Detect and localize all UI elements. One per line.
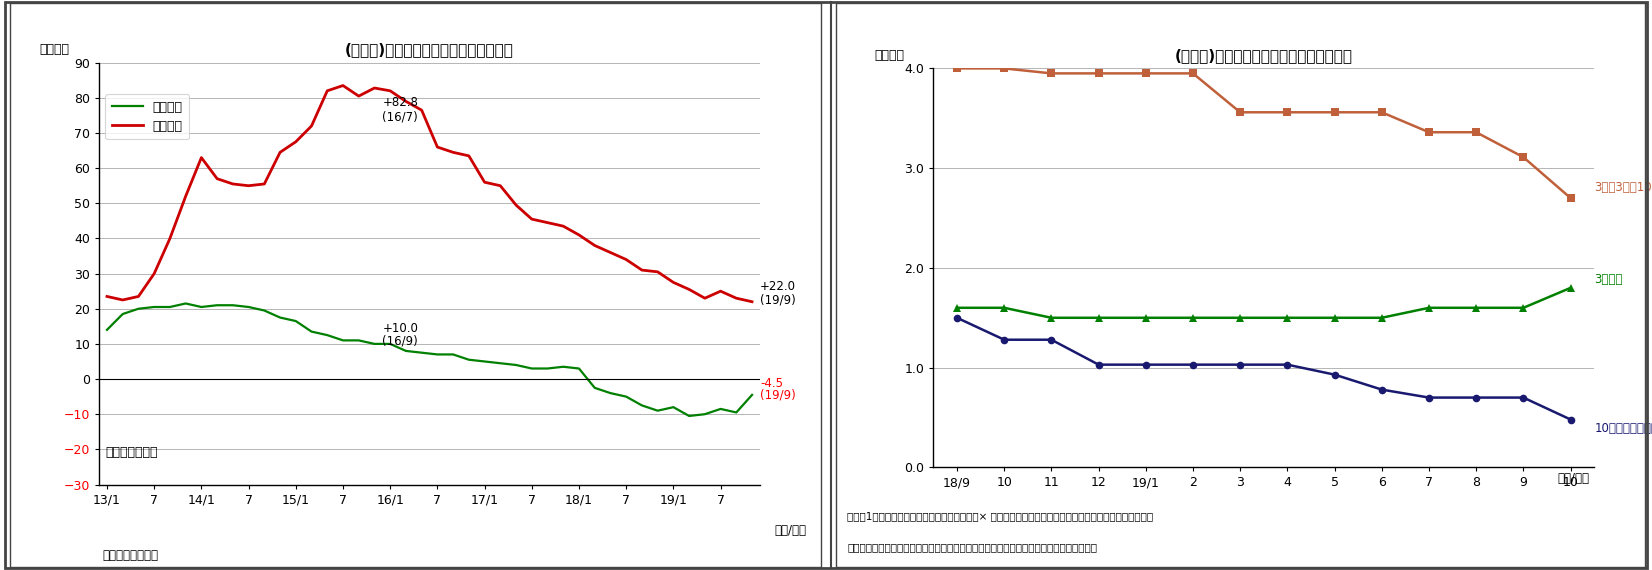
Text: （資料）日銀「当面の長期国債等の買入れの運営について」よりニッセイ基礎研究所作成: （資料）日銀「当面の長期国債等の買入れの運営について」よりニッセイ基礎研究所作成: [847, 542, 1097, 552]
Text: 10年超（超長期）: 10年超（超長期）: [1594, 422, 1652, 434]
Text: （年/月）: （年/月）: [1558, 473, 1589, 485]
Text: +10.0: +10.0: [382, 322, 418, 335]
Text: （兆円）: （兆円）: [40, 43, 69, 56]
Title: (図表７)日銀国債保有残高の前年比増減: (図表７)日銀国債保有残高の前年比増減: [345, 42, 514, 58]
Text: （年/月）: （年/月）: [775, 524, 806, 536]
Text: +22.0: +22.0: [760, 280, 796, 293]
Text: (16/7): (16/7): [382, 110, 418, 123]
Text: -4.5: -4.5: [760, 377, 783, 390]
Text: (19/9): (19/9): [760, 389, 796, 402]
Text: (16/9): (16/9): [382, 335, 418, 348]
Text: 3年以下: 3年以下: [1594, 273, 1622, 286]
Text: （兆円）: （兆円）: [874, 50, 904, 63]
Text: （資料）日本銀行: （資料）日本銀行: [102, 549, 159, 562]
Text: 3年赐3年赐10年以下: 3年赐3年赐10年以下: [1594, 181, 1652, 194]
Text: （月末ベース）: （月末ベース）: [106, 446, 159, 459]
Legend: 短期国債, 長期国債: 短期国債, 長期国債: [106, 94, 188, 139]
Text: +82.8: +82.8: [382, 96, 418, 109]
Text: (19/9): (19/9): [760, 294, 796, 307]
Title: (図表８)日銀　国債月間買入予定額の推移: (図表８)日銀 国債月間買入予定額の推移: [1175, 48, 1353, 63]
Text: （注）1回当たりオファー額（レンジ中央値）× 買入れ予定回数で算出（物価連動債・変動利付債を除く）: （注）1回当たりオファー額（レンジ中央値）× 買入れ予定回数で算出（物価連動債・…: [847, 511, 1153, 521]
